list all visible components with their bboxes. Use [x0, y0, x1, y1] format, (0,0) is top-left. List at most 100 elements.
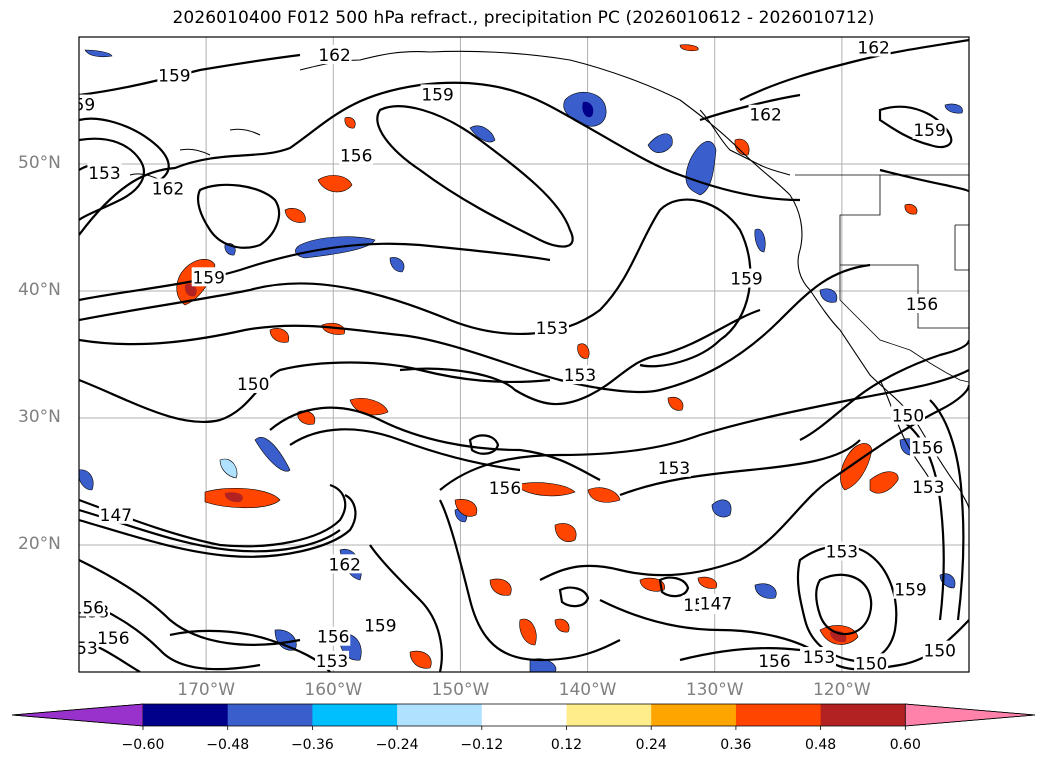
colorbar-segment: [820, 704, 906, 726]
precip-positive-patch: [679, 44, 699, 52]
precip-negative-patch: [754, 583, 777, 599]
contour-label-background: [911, 476, 946, 496]
contour-line: [79, 483, 347, 548]
contour-label-background: [748, 104, 783, 124]
colorbar-tick-label: 0.36: [720, 737, 752, 753]
contour-label: 147: [100, 506, 132, 526]
contour-label: 156: [489, 479, 521, 499]
precip-positive-patch: [577, 343, 590, 359]
contour-label-background: [534, 318, 569, 338]
contour-line: [879, 168, 969, 193]
contour-line: [79, 53, 301, 97]
precipitation-shading: [79, 44, 963, 672]
precip-negative-patch: [389, 257, 405, 273]
contour-line: [796, 544, 898, 663]
contour-line: [658, 576, 690, 598]
contour-label: 153: [564, 366, 596, 386]
contour-label-background: [657, 457, 692, 477]
precip-positive-patch: [554, 523, 577, 542]
contour-label: 153: [912, 478, 944, 498]
contour-label: 162: [152, 179, 184, 199]
contour-label-background: [98, 504, 133, 524]
precip-negative-patch: [84, 49, 113, 58]
colorbar-tick-label: −0.60: [121, 737, 165, 753]
precip-positive-core: [224, 492, 243, 503]
coastline-canada: [699, 109, 791, 176]
contour-label-background: [363, 615, 398, 635]
contour-line: [739, 38, 969, 101]
precip-positive-patch: [904, 203, 918, 215]
precip-negative-patch: [219, 458, 238, 479]
colorbar-tick-label: −0.24: [375, 737, 419, 753]
precip-positive-patch: [349, 398, 389, 416]
contour-label: 159: [730, 270, 762, 290]
longitude-label: 130°W: [685, 680, 744, 700]
contour-line: [679, 646, 801, 662]
map-border: [78, 36, 970, 673]
contour-label: 159: [913, 121, 945, 141]
contour-label: 156: [97, 629, 129, 649]
longitude-label: 150°W: [431, 680, 490, 700]
colorbar-tick-label: −0.48: [206, 737, 250, 753]
contour-label-background: [698, 593, 733, 613]
colorbar-segment: [397, 704, 483, 726]
contour-label-background: [236, 373, 271, 393]
contour-label: 150: [237, 375, 269, 395]
latitude-label: 20°N: [18, 534, 61, 554]
contour-label-background: [157, 65, 192, 85]
precip-positive-patch: [514, 482, 576, 497]
longitude-label: 120°W: [812, 680, 871, 700]
contour-line: [439, 369, 969, 491]
longitude-label: 170°W: [177, 680, 236, 700]
contour-label-background: [922, 640, 957, 660]
contour-line: [289, 428, 521, 472]
contour-line: [369, 544, 443, 672]
contour-label-background: [96, 627, 131, 647]
contour-label-background: [729, 268, 764, 288]
contour-label-background: [890, 405, 925, 425]
contour-label-background: [893, 579, 928, 599]
contour-label-background: [191, 267, 226, 287]
contour-label: 156: [911, 438, 943, 458]
precip-positive-patch: [554, 618, 570, 633]
contour-label: 156: [317, 628, 349, 648]
contour-line: [899, 419, 945, 621]
contour-label: 153: [803, 648, 835, 668]
contour-label: 159: [63, 96, 95, 116]
contour-line: [619, 439, 861, 497]
contour-labels: 1621591501471621561531591531531561531501…: [63, 37, 957, 672]
precip-positive-patch: [869, 471, 899, 494]
border-state: [954, 224, 969, 271]
precip-positive-patch: [284, 208, 306, 223]
contour-label: 150: [892, 407, 924, 427]
colorbar-tick-label: −0.12: [460, 737, 504, 753]
contour-label-background: [87, 163, 122, 183]
precip-positive-patch: [489, 578, 512, 596]
colorbar-segment: [481, 704, 567, 726]
latitude-label: 30°N: [18, 407, 61, 427]
contour-label: 162: [857, 38, 889, 58]
contour-label: 153: [536, 319, 568, 339]
contour-label: 156: [340, 146, 372, 166]
contour-label-background: [79, 638, 99, 658]
precip-negative-patch: [944, 103, 963, 114]
colorbar-extend-low: [11, 703, 144, 727]
precip-negative-patch: [529, 658, 557, 672]
contour-line: [558, 586, 590, 608]
contour-line: [79, 137, 146, 221]
political-borders: [795, 174, 969, 383]
precip-positive-patch: [697, 576, 718, 589]
contour-line: [79, 263, 871, 394]
contour-label: 159: [192, 268, 224, 288]
contour-line: [79, 559, 301, 646]
contour-line: [196, 183, 281, 249]
contour-label: 159: [364, 616, 396, 636]
precip-positive-patch: [587, 487, 621, 503]
precip-negative-patch: [754, 228, 766, 253]
colorbar-segment: [227, 704, 313, 726]
contour-label: 156: [72, 599, 104, 619]
contour-label: 153: [65, 639, 97, 659]
colorbar-extend-high: [904, 703, 1036, 727]
precip-negative-patch: [254, 437, 291, 472]
